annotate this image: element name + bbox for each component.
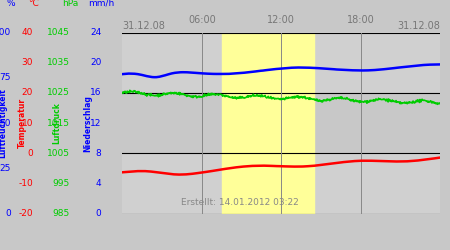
Text: 06:00: 06:00	[188, 15, 216, 25]
Text: Erstellt: 14.01.2012 03:22: Erstellt: 14.01.2012 03:22	[181, 198, 299, 207]
Text: 40: 40	[22, 28, 33, 37]
Text: 100: 100	[0, 28, 11, 37]
Text: 20: 20	[22, 88, 33, 98]
Text: 1005: 1005	[47, 149, 70, 158]
Text: 30: 30	[22, 58, 33, 67]
Bar	[122, 32, 440, 93]
Text: 75: 75	[0, 73, 11, 82]
Text: 0: 0	[5, 209, 11, 218]
Text: 995: 995	[53, 179, 70, 188]
Text: 24: 24	[90, 28, 102, 37]
Text: 1015: 1015	[47, 119, 70, 128]
Text: 50: 50	[0, 119, 11, 128]
Text: 16: 16	[90, 88, 102, 98]
Text: 1025: 1025	[47, 88, 70, 98]
Bar	[222, 32, 315, 214]
Text: 12:00: 12:00	[267, 15, 295, 25]
Bar	[122, 93, 440, 153]
Text: -10: -10	[18, 179, 33, 188]
Text: 31.12.08: 31.12.08	[122, 21, 165, 31]
Text: Luftfeuchtigkeit: Luftfeuchtigkeit	[0, 88, 7, 158]
Text: 8: 8	[96, 149, 102, 158]
Text: 0: 0	[96, 209, 102, 218]
Text: Niederschlag: Niederschlag	[84, 95, 93, 152]
Text: 18:00: 18:00	[347, 15, 374, 25]
Text: 4: 4	[96, 179, 102, 188]
Text: 25: 25	[0, 164, 11, 173]
Text: 10: 10	[22, 119, 33, 128]
Text: 20: 20	[90, 58, 102, 67]
Text: 1045: 1045	[47, 28, 70, 37]
Text: hPa: hPa	[62, 0, 78, 8]
Text: °C: °C	[27, 0, 38, 8]
Text: Luftdruck: Luftdruck	[52, 102, 61, 144]
Text: -20: -20	[18, 209, 33, 218]
Text: Temperatur: Temperatur	[18, 98, 27, 148]
Bar	[122, 153, 440, 214]
Text: 31.12.08: 31.12.08	[397, 21, 440, 31]
Text: %: %	[7, 0, 15, 8]
Text: mm/h: mm/h	[89, 0, 115, 8]
Text: 12: 12	[90, 119, 102, 128]
Text: 1035: 1035	[47, 58, 70, 67]
Text: 985: 985	[53, 209, 70, 218]
Text: 0: 0	[27, 149, 33, 158]
